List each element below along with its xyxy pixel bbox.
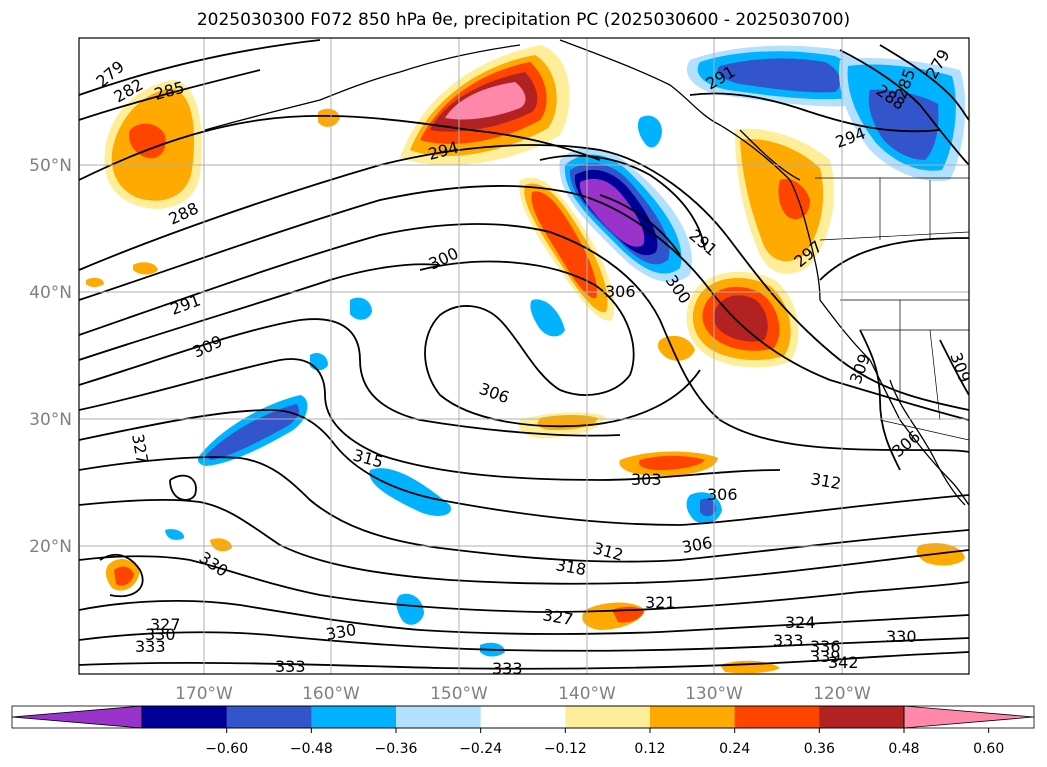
- contour-label: 330: [145, 625, 176, 644]
- colorbar-segment: [734, 706, 820, 728]
- contour-label: 333: [773, 631, 804, 650]
- colorbar-segment: [226, 706, 312, 728]
- colorbar-segment: [819, 706, 905, 728]
- borders: [815, 177, 969, 441]
- colorbar-segment: [650, 706, 736, 728]
- lat-label: 30°N: [29, 410, 72, 430]
- theta-e-contours: [79, 39, 969, 670]
- colorbar-tick-label: 0.12: [634, 741, 665, 757]
- colorbar-tick-label: 0.60: [973, 741, 1004, 757]
- contour-label: 333: [492, 659, 523, 678]
- contour-label: 327: [150, 615, 181, 634]
- colorbar-segment: [565, 706, 651, 728]
- lon-label: 170°W: [175, 684, 233, 704]
- colorbar-extend-low: [11, 705, 143, 729]
- coastlines: [204, 39, 969, 506]
- contour-label: 306: [605, 282, 636, 301]
- lon-label: 140°W: [558, 684, 616, 704]
- colorbar-tick-label: 0.48: [888, 741, 919, 757]
- contour-label: 333: [135, 637, 166, 656]
- colorbar-tick-label: −0.36: [375, 741, 418, 757]
- colorbar: −0.60 −0.48 −0.36 −0.24 −0.12 0.12 0.24 0.36 0.4…: [11, 705, 1035, 757]
- lon-label: 130°W: [685, 684, 743, 704]
- contour-label: 339: [810, 647, 841, 666]
- contour-label: 336: [810, 637, 841, 656]
- gridlines: [79, 38, 969, 674]
- colorbar-tick-label: −0.12: [544, 741, 587, 757]
- contour-label: 306: [707, 485, 738, 504]
- longitude-labels: 170°W 160°W 150°W 140°W 130°W 120°W: [175, 684, 871, 704]
- lat-label: 50°N: [29, 156, 72, 176]
- lat-label: 40°N: [29, 283, 72, 303]
- colorbar-segment: [311, 706, 397, 728]
- plot-frame: [78, 37, 970, 675]
- colorbar-tick-label: 0.36: [804, 741, 835, 757]
- colorbar-tick-label: 0.24: [719, 741, 750, 757]
- colorbar-tick-label: −0.60: [205, 741, 248, 757]
- colorbar-segment: [396, 706, 482, 728]
- colorbar-segment: [142, 706, 228, 728]
- map-title: 2025030300 F072 850 hPa θe, precipitatio…: [196, 10, 851, 30]
- colorbar-tick-label: −0.24: [459, 741, 502, 757]
- contour-label: 321: [645, 593, 676, 612]
- contour-label: 324: [785, 613, 816, 632]
- contour-label: 333: [275, 657, 306, 676]
- latitude-labels: 50°N 40°N 30°N 20°N: [29, 156, 72, 557]
- lat-label: 20°N: [29, 537, 72, 557]
- contour-label: 330: [886, 627, 917, 646]
- lon-label: 120°W: [813, 684, 871, 704]
- lon-label: 160°W: [302, 684, 360, 704]
- colorbar-tick-label: −0.48: [290, 741, 333, 757]
- colorbar-extend-high: [903, 705, 1035, 729]
- contour-label: 303: [631, 470, 662, 489]
- colorbar-segment: [480, 706, 566, 728]
- lon-label: 150°W: [430, 684, 488, 704]
- contour-label: 342: [828, 653, 859, 672]
